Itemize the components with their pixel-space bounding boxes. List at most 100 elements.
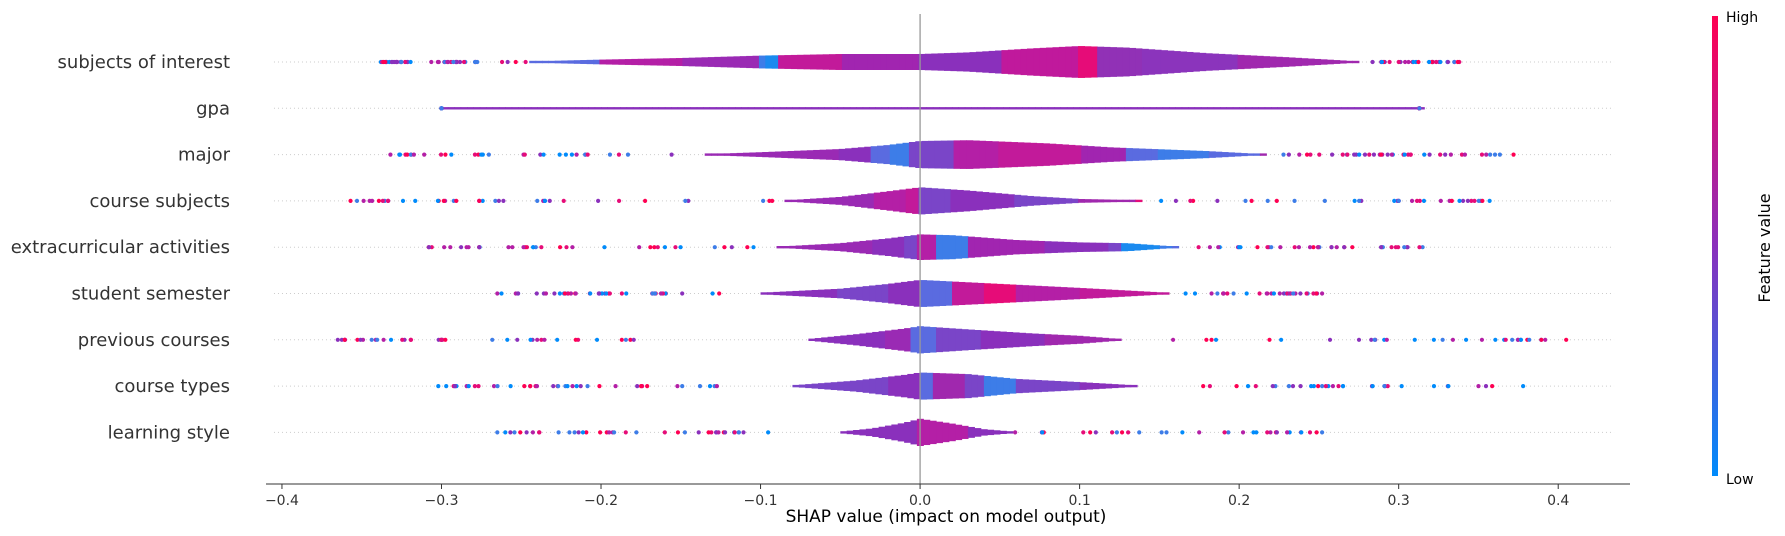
shap-point bbox=[1539, 337, 1544, 342]
violin-segment bbox=[993, 430, 1001, 435]
shap-point bbox=[1287, 291, 1292, 296]
shap-point bbox=[1438, 152, 1443, 157]
violin-segment bbox=[805, 107, 813, 110]
shap-point bbox=[380, 198, 385, 203]
violin-segment bbox=[1033, 48, 1041, 76]
violin-segment bbox=[977, 282, 985, 305]
violin-segment bbox=[644, 58, 652, 66]
violin-segment bbox=[1006, 239, 1014, 255]
violin-segment bbox=[1011, 142, 1018, 168]
violin-segment bbox=[918, 187, 926, 215]
shap-point bbox=[1518, 337, 1524, 342]
violin-segment bbox=[1114, 243, 1122, 252]
violin-segment bbox=[907, 281, 915, 306]
shap-point bbox=[1350, 245, 1355, 250]
violin-segment bbox=[1176, 150, 1184, 160]
violin-segment bbox=[872, 331, 880, 348]
violin-segment bbox=[613, 107, 621, 110]
violin-segment bbox=[792, 290, 800, 297]
violin-segment bbox=[1405, 107, 1413, 110]
shap-point bbox=[408, 337, 413, 342]
violin-segment bbox=[859, 429, 867, 436]
violin-segment bbox=[771, 55, 779, 69]
shap-point bbox=[361, 198, 366, 203]
violin-segment bbox=[1085, 288, 1093, 299]
shap-point bbox=[675, 430, 681, 435]
violin-segment bbox=[794, 150, 802, 159]
shap-point bbox=[1291, 291, 1296, 296]
violin-segment bbox=[1065, 46, 1073, 78]
x-tick-label: 0.0 bbox=[909, 493, 931, 509]
shap-point bbox=[1243, 198, 1248, 203]
violin-segment bbox=[720, 56, 728, 68]
shap-point bbox=[1426, 59, 1432, 65]
shap-point bbox=[557, 245, 563, 250]
violin-segment bbox=[1049, 143, 1057, 166]
violin-segment bbox=[1258, 107, 1266, 110]
shap-point bbox=[376, 198, 381, 203]
violin-segment bbox=[808, 338, 816, 341]
violin-segment bbox=[995, 193, 1003, 209]
violin-segment bbox=[1073, 287, 1081, 300]
violin-segment bbox=[861, 54, 869, 70]
violin-segment bbox=[920, 372, 928, 400]
violin-segment bbox=[845, 148, 853, 161]
violin-segment bbox=[586, 59, 594, 65]
violin-segment bbox=[1156, 107, 1164, 110]
violin-segment bbox=[1015, 379, 1023, 394]
shap-point bbox=[1126, 430, 1131, 435]
shap-point bbox=[1267, 337, 1272, 342]
violin-segment bbox=[854, 54, 862, 70]
shap-point bbox=[1317, 152, 1322, 157]
shap-point bbox=[1421, 198, 1427, 203]
violin-segment bbox=[1192, 52, 1200, 72]
violin-segment bbox=[784, 55, 792, 69]
shap-point bbox=[375, 337, 380, 342]
violin-segment bbox=[675, 58, 683, 66]
violin-segment bbox=[877, 145, 884, 164]
shap-point bbox=[408, 152, 413, 157]
violin-segment bbox=[467, 107, 474, 110]
shap-point bbox=[472, 384, 477, 389]
shap-point bbox=[508, 384, 513, 389]
violin-segment bbox=[562, 107, 570, 110]
shap-point bbox=[1417, 245, 1422, 250]
violin-segment bbox=[945, 281, 953, 306]
violin-segment bbox=[541, 60, 549, 64]
violin-segment bbox=[1070, 335, 1078, 345]
violin-segment bbox=[683, 107, 691, 110]
violin-segment bbox=[733, 56, 741, 68]
shap-point bbox=[1222, 430, 1227, 435]
shap-point bbox=[535, 198, 540, 203]
violin-segment bbox=[902, 142, 910, 167]
shap-point bbox=[572, 430, 577, 435]
violin-segment bbox=[810, 54, 817, 70]
shap-point bbox=[443, 337, 448, 342]
violin-segment bbox=[974, 330, 982, 350]
violin-segment bbox=[671, 107, 679, 110]
violin-segment bbox=[492, 107, 500, 110]
violin-segment bbox=[913, 107, 921, 110]
x-tick-label: −0.1 bbox=[744, 493, 778, 509]
shap-point bbox=[339, 337, 344, 342]
shap-point bbox=[513, 59, 518, 65]
violin-segment bbox=[752, 55, 760, 69]
shap-point bbox=[1330, 384, 1336, 389]
violin-segment bbox=[1288, 57, 1296, 67]
violin-segment bbox=[1047, 286, 1055, 301]
violin-segment bbox=[830, 382, 838, 391]
violin-segment bbox=[695, 57, 703, 67]
violin-segment bbox=[867, 54, 875, 70]
violin-segment bbox=[1105, 383, 1113, 389]
violin-segment bbox=[1315, 107, 1323, 110]
violin-segment bbox=[924, 53, 932, 71]
shap-point bbox=[496, 198, 501, 203]
violin-segment bbox=[1111, 289, 1119, 298]
shap-point bbox=[1449, 198, 1454, 203]
shap-point bbox=[1352, 152, 1357, 157]
violin-segment bbox=[728, 107, 736, 110]
violin-segment bbox=[1014, 49, 1022, 75]
shap-point bbox=[623, 430, 628, 435]
shap-point bbox=[662, 430, 667, 435]
violin-segment bbox=[690, 107, 698, 110]
